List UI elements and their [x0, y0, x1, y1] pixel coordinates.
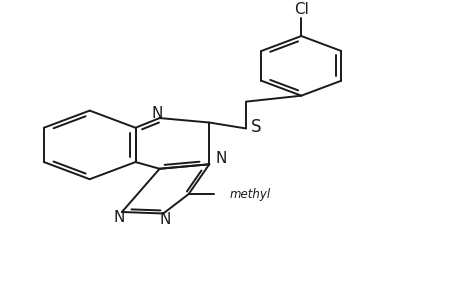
Text: N: N — [114, 211, 125, 226]
Text: Cl: Cl — [293, 2, 308, 17]
Text: N: N — [215, 152, 226, 166]
Text: methyl: methyl — [230, 188, 270, 201]
Text: N: N — [160, 212, 171, 227]
Text: N: N — [151, 106, 162, 121]
Text: S: S — [251, 118, 261, 136]
